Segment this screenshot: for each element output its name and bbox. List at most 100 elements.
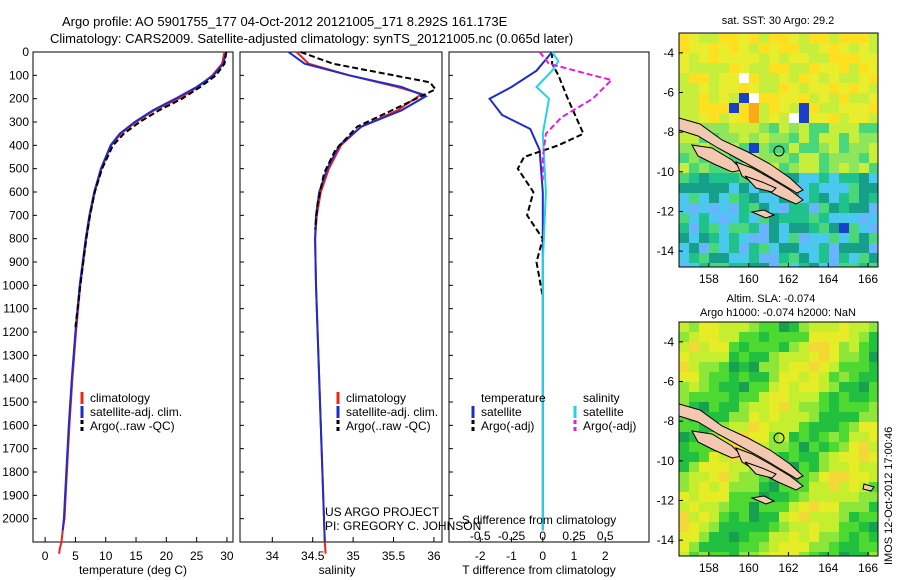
sst-map-axes: 158 160 162 164 166 -4 -6 -8 -10 -12 -14 — [657, 46, 879, 286]
map-cell — [839, 53, 849, 63]
map-cell — [719, 322, 729, 332]
map-cell — [779, 143, 789, 153]
map-cell — [719, 492, 729, 502]
map-cell — [689, 213, 699, 223]
map-cell — [719, 183, 729, 193]
map-cell — [749, 213, 759, 223]
map-cell — [719, 83, 729, 93]
map-cell — [819, 532, 829, 542]
depth-tick-label: 600 — [9, 185, 29, 199]
map-cell — [819, 173, 829, 183]
map-cell — [779, 552, 789, 556]
map-cell — [689, 472, 699, 482]
map-cell — [809, 352, 819, 362]
map-cell — [729, 522, 739, 532]
map-cell — [769, 223, 779, 233]
x-tick-label: 1 — [571, 549, 578, 563]
map-cell — [699, 382, 709, 392]
map-cell — [769, 63, 779, 73]
map-cell — [779, 542, 789, 552]
map-lat-label: -14 — [657, 533, 675, 547]
map-cell — [729, 123, 739, 133]
map-cell — [809, 93, 819, 103]
map-cell — [789, 522, 799, 532]
map-cell — [739, 173, 749, 183]
legend-salinity-heading: salinity — [583, 391, 620, 405]
map-cell — [819, 233, 829, 243]
map-cell — [749, 233, 759, 243]
map-cell — [729, 263, 739, 267]
map-cell — [709, 382, 719, 392]
map-cell — [739, 382, 749, 392]
island-north-west — [691, 144, 744, 173]
map-cell — [839, 422, 849, 432]
map-cell — [779, 83, 789, 93]
map-cell — [799, 203, 809, 213]
map-cell — [809, 223, 819, 233]
map-cell — [689, 93, 699, 103]
map-cell — [769, 83, 779, 93]
map-cell — [809, 153, 819, 163]
map-cell — [699, 452, 709, 462]
map-cell — [859, 193, 869, 203]
map-cell — [859, 103, 869, 113]
map-cell — [779, 382, 789, 392]
map-cell — [829, 532, 839, 542]
map-cell — [789, 372, 799, 382]
islet-east — [862, 483, 875, 492]
map-cell — [759, 352, 769, 362]
map-cell — [749, 352, 759, 362]
map-cell — [829, 213, 839, 223]
salinity-difference-label: S difference from climatology — [462, 513, 617, 527]
map-cell — [699, 263, 709, 267]
map-cell — [819, 382, 829, 392]
map-cell — [749, 203, 759, 213]
map-cell — [759, 402, 769, 412]
temperature-line — [58, 51, 226, 554]
map-cell — [689, 53, 699, 63]
map-cell — [699, 243, 709, 253]
map-cell — [849, 83, 859, 93]
map-cell — [839, 362, 849, 372]
map-cell — [689, 103, 699, 113]
map-cell — [839, 332, 849, 342]
map-cell — [779, 243, 789, 253]
temperature-panel: 0100200300400500600700800900100011001200… — [2, 45, 234, 577]
map-cell — [679, 103, 689, 113]
map-cell — [729, 93, 739, 103]
map-cell — [739, 233, 749, 243]
map-cell — [839, 322, 849, 332]
map-cell — [679, 63, 689, 73]
map-cell — [679, 113, 689, 123]
map-cell — [739, 63, 749, 73]
map-cell — [819, 342, 829, 352]
map-cell — [709, 542, 719, 552]
map-cell — [739, 342, 749, 352]
map-cell — [869, 203, 878, 213]
x-tick-label: -1 — [506, 549, 517, 563]
map-cell — [729, 352, 739, 362]
map-cell — [819, 472, 829, 482]
map-cell — [799, 342, 809, 352]
map-cell — [799, 472, 809, 482]
map-cell — [829, 243, 839, 253]
map-cell — [759, 422, 769, 432]
argo-float-marker — [773, 432, 785, 444]
map-cell — [849, 492, 859, 502]
map-cell — [829, 153, 839, 163]
map-lon-label: 166 — [858, 272, 878, 286]
map-cell — [679, 173, 689, 183]
temperature-difference-label: T difference from climatology — [462, 563, 616, 577]
map-cell — [779, 482, 789, 492]
map-cell — [689, 462, 699, 472]
map-cell — [779, 163, 789, 173]
map-lon-label: 160 — [739, 272, 759, 286]
temperature-legend: climatology satellite-adj. clim. Argo(..… — [80, 391, 182, 433]
map-cell — [729, 173, 739, 183]
map-cell — [789, 233, 799, 243]
map-cell — [689, 322, 699, 332]
map-cell — [789, 442, 799, 452]
salinity-line — [300, 51, 438, 230]
map-cell — [709, 183, 719, 193]
sla-map-frame — [678, 321, 879, 557]
